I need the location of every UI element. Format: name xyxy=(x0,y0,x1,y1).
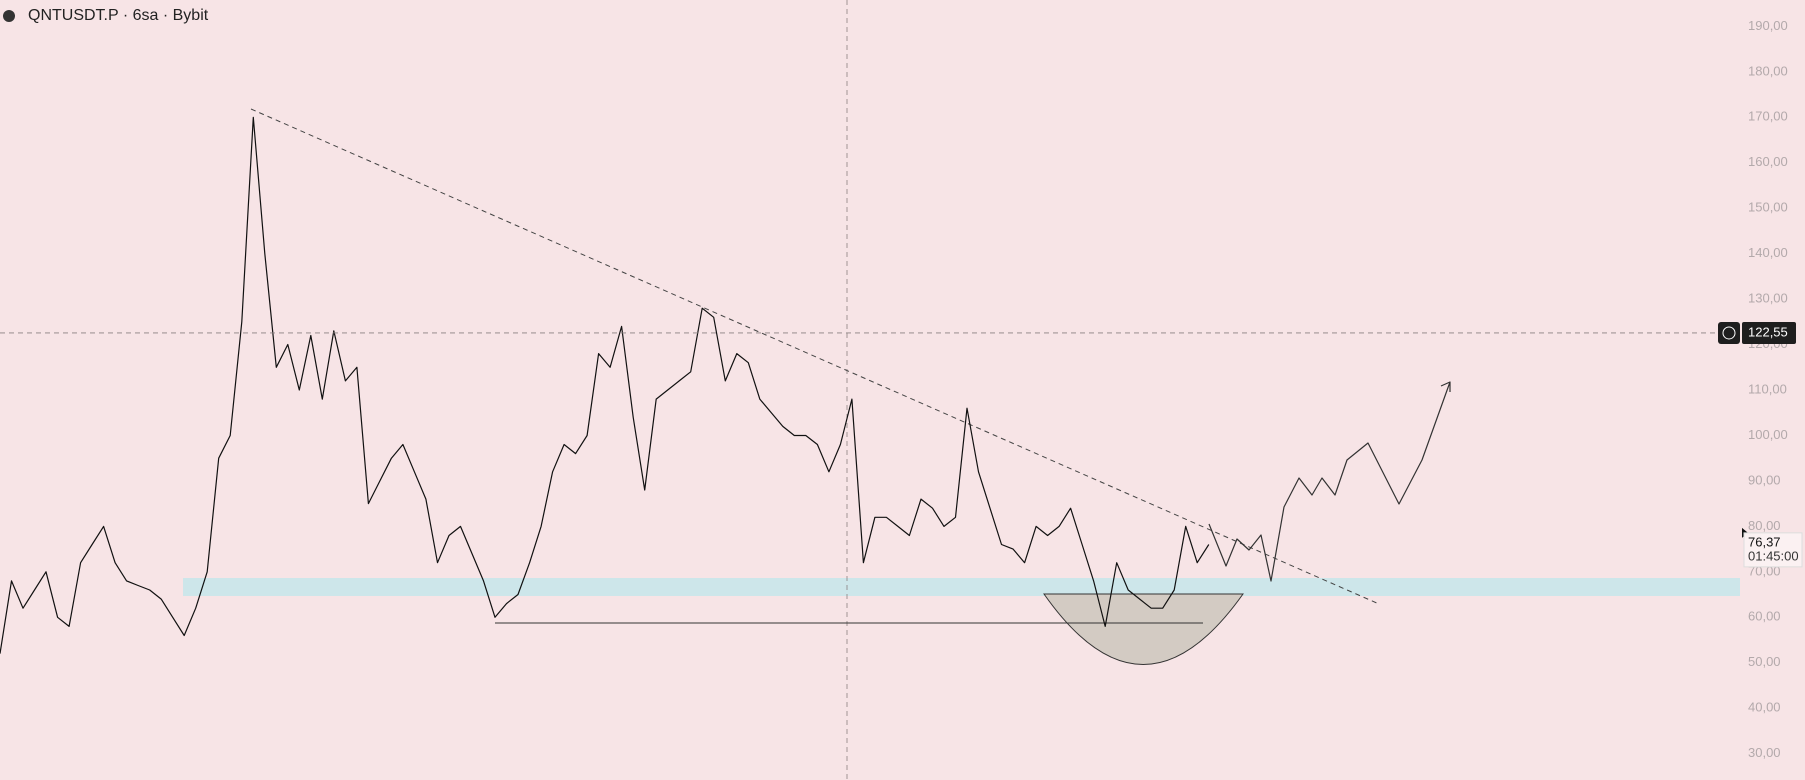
y-tick-label: 50,00 xyxy=(1748,654,1781,669)
y-tick-label: 80,00 xyxy=(1748,518,1781,533)
symbol-icon xyxy=(3,10,15,22)
y-tick-label: 160,00 xyxy=(1748,154,1788,169)
support-zone xyxy=(183,578,1740,596)
crosshair-label: 122,55 xyxy=(1748,324,1788,339)
bowl-pattern xyxy=(1043,593,1244,665)
crosshair-plus xyxy=(1722,326,1736,340)
crosshair-button xyxy=(1718,321,1740,344)
last-price-box xyxy=(1743,532,1803,568)
chart-title: QNTUSDT.P · 6sa · Bybit xyxy=(28,7,209,24)
y-tick-label: 60,00 xyxy=(1748,609,1781,624)
projection-path xyxy=(1208,381,1451,582)
y-tick-label: 90,00 xyxy=(1748,472,1781,487)
y-tick-label: 100,00 xyxy=(1748,427,1788,442)
last-price-label: 76,37 xyxy=(1748,534,1781,549)
y-tick-label: 150,00 xyxy=(1748,200,1788,215)
y-tick-label: 180,00 xyxy=(1748,63,1788,78)
crosshair-label-box xyxy=(1742,321,1796,344)
y-tick-label: 170,00 xyxy=(1748,109,1788,124)
y-tick-label: 110,00 xyxy=(1748,381,1787,396)
y-tick-label: 130,00 xyxy=(1748,291,1788,306)
y-tick-label: 140,00 xyxy=(1748,245,1788,260)
trendline xyxy=(250,108,1380,605)
price-line xyxy=(0,116,1210,654)
countdown-label: 01:45:00 xyxy=(1748,548,1799,563)
y-tick-label: 40,00 xyxy=(1748,700,1781,715)
y-tick-label: 190,00 xyxy=(1748,18,1788,33)
y-tick-label: 30,00 xyxy=(1748,745,1781,760)
